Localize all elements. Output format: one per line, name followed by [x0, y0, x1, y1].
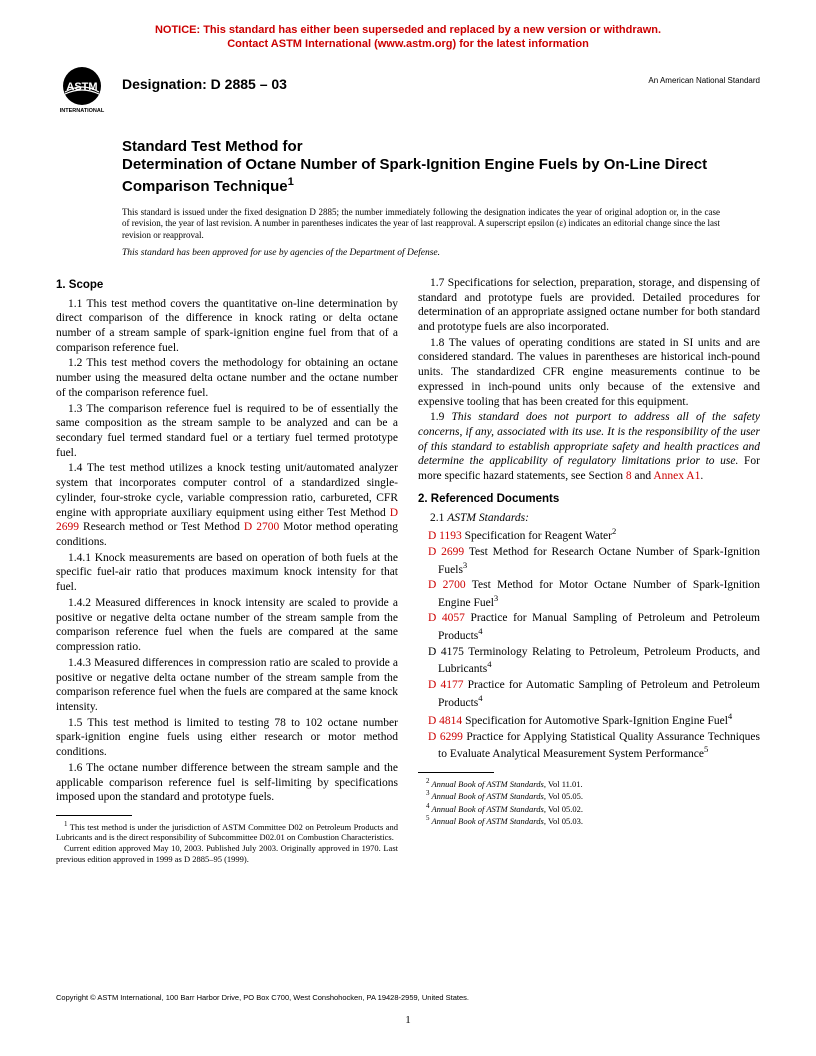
- para-1-4-1: 1.4.1 Knock measurements are based on op…: [56, 551, 398, 595]
- refdoc-link[interactable]: D 2700: [428, 579, 466, 591]
- footnote-rule-right: [418, 772, 494, 773]
- refdoc-link[interactable]: D 4177: [428, 679, 463, 691]
- refdoc-link[interactable]: D 1193: [428, 530, 462, 542]
- section-1-head: 1. Scope: [56, 278, 398, 293]
- refdoc-item: D 4175 Terminology Relating to Petroleum…: [418, 645, 760, 677]
- notice-line2: Contact ASTM International (www.astm.org…: [227, 38, 589, 50]
- title-block: Standard Test Method for Determination o…: [122, 138, 740, 197]
- astm-logo: ASTM INTERNATIONAL: [56, 64, 108, 116]
- ref-d2700[interactable]: D 2700: [244, 521, 279, 533]
- para-1-2: 1.2 This test method covers the methodol…: [56, 356, 398, 400]
- footnote-1b: Current edition approved May 10, 2003. P…: [56, 843, 398, 864]
- refdoc-link[interactable]: D 4814: [428, 715, 462, 727]
- para-2-1: 2.1 ASTM Standards:: [418, 511, 760, 526]
- footnote-1a: 1 This test method is under the jurisdic…: [56, 820, 398, 843]
- refdoc-link[interactable]: D 6299: [428, 731, 463, 743]
- ref-annex-a1[interactable]: Annex A1: [653, 470, 700, 482]
- svg-text:INTERNATIONAL: INTERNATIONAL: [60, 108, 105, 114]
- refdoc-item: D 4177 Practice for Automatic Sampling o…: [418, 678, 760, 710]
- body-columns: 1. Scope 1.1 This test method covers the…: [56, 276, 760, 864]
- section-2-head: 2. Referenced Documents: [418, 492, 760, 507]
- notice-banner: NOTICE: This standard has either been su…: [56, 24, 760, 52]
- footnote-5: 5 Annual Book of ASTM Standards, Vol 05.…: [418, 814, 760, 826]
- left-column: 1. Scope 1.1 This test method covers the…: [56, 276, 398, 864]
- notice-line1: NOTICE: This standard has either been su…: [155, 24, 661, 36]
- para-1-8: 1.8 The values of operating conditions a…: [418, 336, 760, 410]
- footnote-rule-left: [56, 815, 132, 816]
- refdoc-item: D 4057 Practice for Manual Sampling of P…: [418, 611, 760, 643]
- para-1-4-3: 1.4.3 Measured differences in compressio…: [56, 656, 398, 715]
- para-1-4: 1.4 The test method utilizes a knock tes…: [56, 461, 398, 549]
- footnote-3: 3 Annual Book of ASTM Standards, Vol 05.…: [418, 789, 760, 801]
- refdoc-link[interactable]: D 4057: [428, 612, 465, 624]
- refdoc-item: D 2700 Test Method for Motor Octane Numb…: [418, 578, 760, 610]
- para-1-9: 1.9 This standard does not purport to ad…: [418, 410, 760, 484]
- issuance-note: This standard is issued under the fixed …: [122, 207, 720, 242]
- para-1-7: 1.7 Specifications for selection, prepar…: [418, 276, 760, 335]
- dod-note: This standard has been approved for use …: [122, 248, 760, 258]
- svg-text:ASTM: ASTM: [66, 81, 97, 93]
- para-1-1: 1.1 This test method covers the quantita…: [56, 297, 398, 356]
- para-1-6: 1.6 The octane number difference between…: [56, 761, 398, 805]
- ans-label: An American National Standard: [648, 64, 760, 85]
- referenced-docs-list: D 1193 Specification for Reagent Water2D…: [418, 526, 760, 762]
- refdoc-item: D 1193 Specification for Reagent Water2: [418, 526, 760, 544]
- title-text: Standard Test Method for Determination o…: [122, 138, 740, 197]
- right-column: 1.7 Specifications for selection, prepar…: [418, 276, 760, 864]
- copyright-line: Copyright © ASTM International, 100 Barr…: [56, 993, 469, 1002]
- page-number: 1: [0, 1014, 816, 1026]
- footnote-2: 2 Annual Book of ASTM Standards, Vol 11.…: [418, 777, 760, 789]
- refdoc-item: D 2699 Test Method for Research Octane N…: [418, 545, 760, 577]
- footnote-4: 4 Annual Book of ASTM Standards, Vol 05.…: [418, 802, 760, 814]
- para-1-3: 1.3 The comparison reference fuel is req…: [56, 402, 398, 461]
- refdoc-link[interactable]: D 2699: [428, 546, 464, 558]
- designation: Designation: D 2885 – 03: [122, 64, 648, 92]
- para-1-5: 1.5 This test method is limited to testi…: [56, 716, 398, 760]
- refdoc-item: D 4814 Specification for Automotive Spar…: [418, 711, 760, 729]
- refdoc-item: D 6299 Practice for Applying Statistical…: [418, 730, 760, 762]
- para-1-4-2: 1.4.2 Measured differences in knock inte…: [56, 596, 398, 655]
- header-row: ASTM INTERNATIONAL Designation: D 2885 –…: [56, 64, 760, 116]
